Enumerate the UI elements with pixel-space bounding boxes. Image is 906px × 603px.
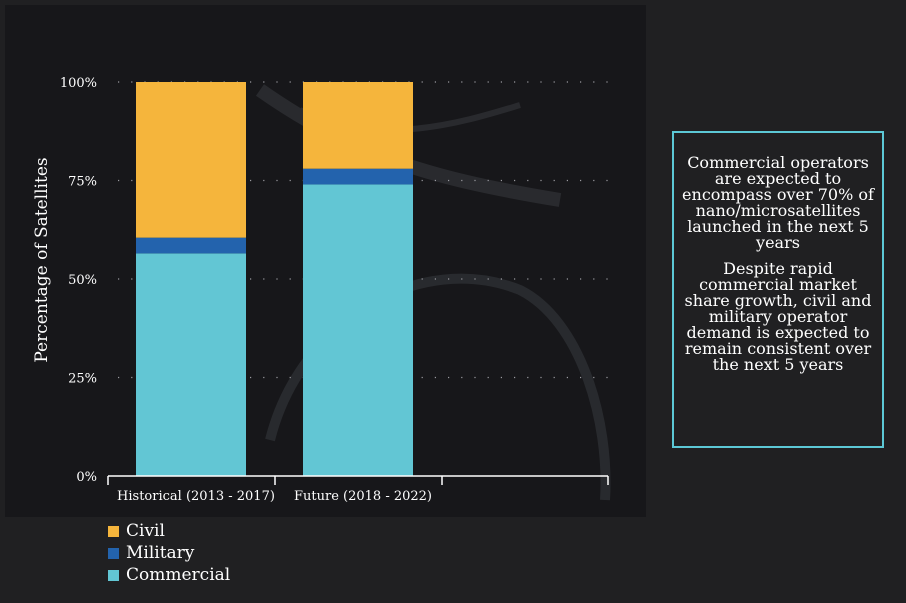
legend-label-civil: Civil xyxy=(126,521,165,541)
y-tick-label: 75% xyxy=(68,175,97,190)
bar-civil xyxy=(303,82,413,169)
legend-label-military: Military xyxy=(126,543,195,563)
y-tick-label: 0% xyxy=(76,470,97,485)
commercial-swatch-icon xyxy=(108,569,119,581)
y-tick-label: 50% xyxy=(68,273,97,288)
legend-item-military: Military xyxy=(108,542,230,564)
y-tick-label: 100% xyxy=(60,76,97,91)
callout-text-commercial: Commercial operators are expected to enc… xyxy=(682,153,874,252)
x-tick-label: Future (2018 - 2022) xyxy=(294,489,432,504)
bar-military xyxy=(303,168,413,185)
civil-swatch-icon xyxy=(108,525,119,537)
military-swatch-icon xyxy=(108,547,119,559)
y-axis-label: Percentage of Satellites xyxy=(32,157,52,362)
y-tick-label: 25% xyxy=(68,372,97,387)
bar-commercial xyxy=(136,253,246,476)
callout-text-demand: Despite rapid commercial market share gr… xyxy=(684,259,872,374)
legend-item-civil: Civil xyxy=(108,520,230,542)
x-tick-label: Historical (2013 - 2017) xyxy=(117,489,275,504)
legend: Civil Military Commercial xyxy=(108,520,230,586)
callout-box: Commercial operators are expected to enc… xyxy=(672,131,884,448)
legend-item-commercial: Commercial xyxy=(108,564,230,586)
bar-military xyxy=(136,237,246,254)
bar-commercial xyxy=(303,184,413,476)
legend-label-commercial: Commercial xyxy=(126,565,231,585)
bar-civil xyxy=(136,82,246,238)
